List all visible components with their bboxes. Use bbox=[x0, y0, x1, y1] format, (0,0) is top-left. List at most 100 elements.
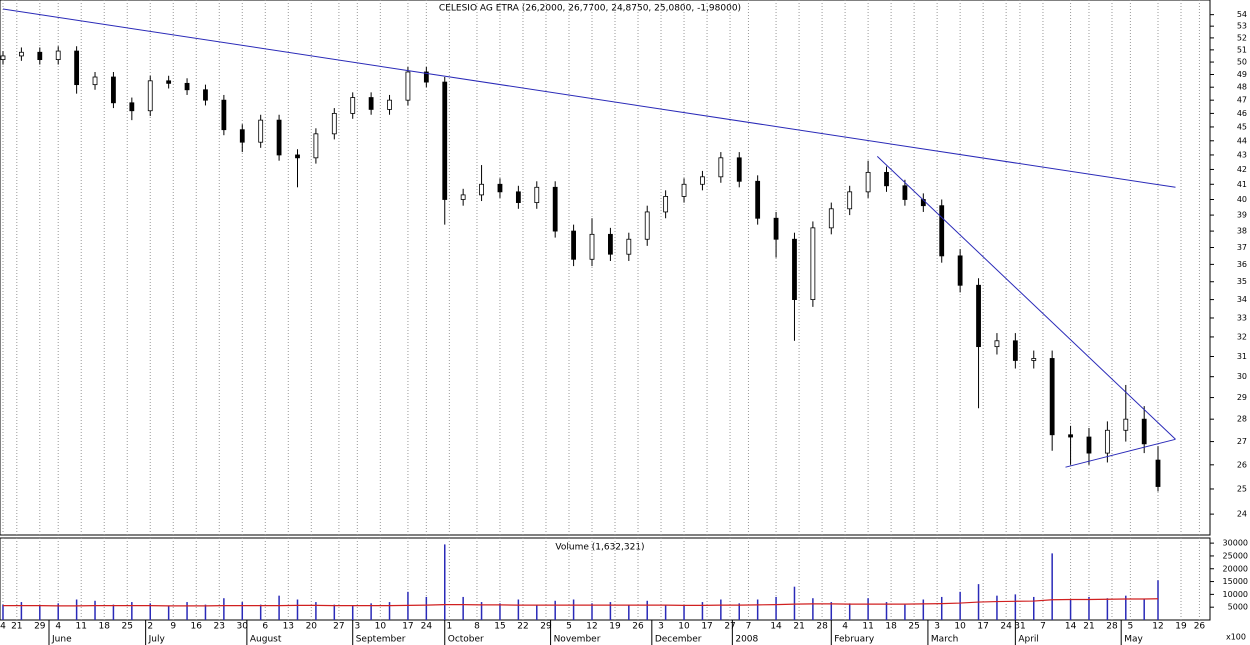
candle-body bbox=[663, 196, 669, 213]
candle-body bbox=[1155, 459, 1161, 487]
volume-unit: x100 bbox=[1226, 633, 1246, 642]
volume-tick-label: 30000 bbox=[1223, 539, 1248, 548]
x-tick-label: 25 bbox=[908, 622, 919, 632]
y-tick-label: 45 bbox=[1237, 122, 1247, 131]
candle-body bbox=[792, 238, 797, 300]
candle-body bbox=[534, 186, 540, 203]
x-tick-label: 9 bbox=[170, 622, 176, 632]
y-tick-label: 49 bbox=[1237, 70, 1247, 79]
x-tick-label: 3 bbox=[354, 622, 360, 632]
y-tick-label: 31 bbox=[1237, 352, 1247, 361]
candle-body bbox=[74, 50, 80, 86]
month-label: August bbox=[250, 635, 282, 645]
y-tick-label: 27 bbox=[1237, 437, 1247, 446]
volume-tick-label: 20000 bbox=[1223, 564, 1248, 573]
candle-body bbox=[1123, 418, 1129, 431]
y-tick-label: 53 bbox=[1237, 22, 1247, 31]
x-tick-label: 11 bbox=[862, 622, 873, 632]
candle-body bbox=[626, 238, 632, 255]
x-tick-label: 12 bbox=[586, 622, 597, 632]
volume-tick-label: 15000 bbox=[1223, 577, 1248, 586]
candle-body bbox=[313, 133, 319, 159]
y-tick-label: 32 bbox=[1237, 332, 1247, 341]
candle-body bbox=[902, 185, 908, 200]
candle-body bbox=[939, 205, 945, 257]
y-tick-label: 54 bbox=[1237, 10, 1247, 19]
x-tick-label: 17 bbox=[977, 622, 988, 632]
candle-body bbox=[1141, 418, 1147, 445]
month-label: July bbox=[148, 635, 166, 645]
y-tick-label: 43 bbox=[1237, 150, 1247, 159]
x-tick-label: 3 bbox=[934, 622, 940, 632]
x-tick-label: 26 bbox=[1194, 622, 1206, 632]
y-tick-label: 35 bbox=[1237, 277, 1247, 286]
y-tick-label: 40 bbox=[1237, 195, 1247, 204]
chart-title: CELESIO AG ETRA (26,2000, 26,7700, 24,87… bbox=[439, 4, 741, 14]
x-tick-label: 27 bbox=[724, 622, 735, 632]
x-tick-label: 24 bbox=[1000, 622, 1012, 632]
y-tick-label: 39 bbox=[1237, 211, 1247, 220]
candle-body bbox=[350, 97, 356, 114]
month-label: March bbox=[931, 635, 958, 645]
candle-body bbox=[258, 119, 264, 143]
x-tick-label: 18 bbox=[885, 622, 897, 632]
candle-body bbox=[608, 233, 613, 255]
candle-body bbox=[203, 89, 208, 101]
y-tick-label: 46 bbox=[1237, 109, 1247, 118]
candle-body bbox=[111, 76, 116, 104]
candle-body bbox=[552, 186, 558, 232]
candle-body bbox=[994, 340, 1000, 348]
x-tick-label: 16 bbox=[191, 622, 203, 632]
candle-body bbox=[681, 183, 687, 197]
volume-tick-label: 10000 bbox=[1223, 590, 1248, 599]
x-tick-label: 14 bbox=[1065, 622, 1077, 632]
candle-body bbox=[1104, 429, 1110, 454]
y-tick-label: 41 bbox=[1237, 180, 1247, 189]
volume-title: Volume (1,632,321) bbox=[555, 543, 644, 553]
x-tick-label: 25 bbox=[122, 622, 133, 632]
month-label: May bbox=[1124, 635, 1143, 645]
month-label: April bbox=[1018, 635, 1039, 645]
month-label: December bbox=[655, 635, 702, 645]
x-tick-label: 14 bbox=[770, 622, 782, 632]
volume-tick-label: 25000 bbox=[1223, 551, 1248, 560]
candle-body bbox=[221, 99, 227, 131]
candle-body bbox=[92, 76, 98, 86]
y-tick-label: 52 bbox=[1237, 33, 1247, 42]
y-tick-label: 51 bbox=[1237, 45, 1247, 54]
candle-body bbox=[847, 191, 853, 210]
y-tick-label: 30 bbox=[1237, 372, 1247, 381]
candle-body bbox=[129, 102, 135, 112]
candle-body bbox=[0, 55, 6, 60]
candle-body bbox=[55, 50, 61, 60]
x-tick-label: 1 bbox=[446, 622, 452, 632]
candle-body bbox=[1068, 434, 1073, 438]
x-tick-label: 10 bbox=[954, 622, 966, 632]
candle-body bbox=[957, 255, 963, 286]
y-tick-label: 38 bbox=[1237, 227, 1247, 236]
x-tick-label: 4 bbox=[0, 622, 6, 632]
x-tick-label: 10 bbox=[678, 622, 690, 632]
candle-body bbox=[479, 183, 484, 196]
x-tick-label: 12 bbox=[1152, 622, 1163, 632]
candle-body bbox=[18, 51, 24, 57]
x-tick-label: 17 bbox=[701, 622, 712, 632]
candle-body bbox=[718, 157, 724, 178]
x-tick-label: 21 bbox=[1083, 622, 1094, 632]
month-label: November bbox=[554, 635, 601, 645]
candle-body bbox=[239, 129, 245, 143]
x-tick-label: 10 bbox=[375, 622, 387, 632]
candle-body bbox=[700, 176, 705, 185]
candle-body bbox=[1031, 358, 1037, 361]
y-tick-label: 37 bbox=[1237, 243, 1247, 252]
candle-body bbox=[644, 211, 650, 240]
trendline bbox=[876, 156, 1176, 440]
x-tick-label: 7 bbox=[1040, 622, 1046, 632]
y-tick-label: 24 bbox=[1237, 510, 1247, 519]
candle-body bbox=[1049, 358, 1055, 436]
x-tick-label: 24 bbox=[421, 622, 433, 632]
x-tick-label: 5 bbox=[1128, 622, 1134, 632]
x-tick-label: 27 bbox=[333, 622, 344, 632]
x-tick-label: 8 bbox=[474, 622, 480, 632]
